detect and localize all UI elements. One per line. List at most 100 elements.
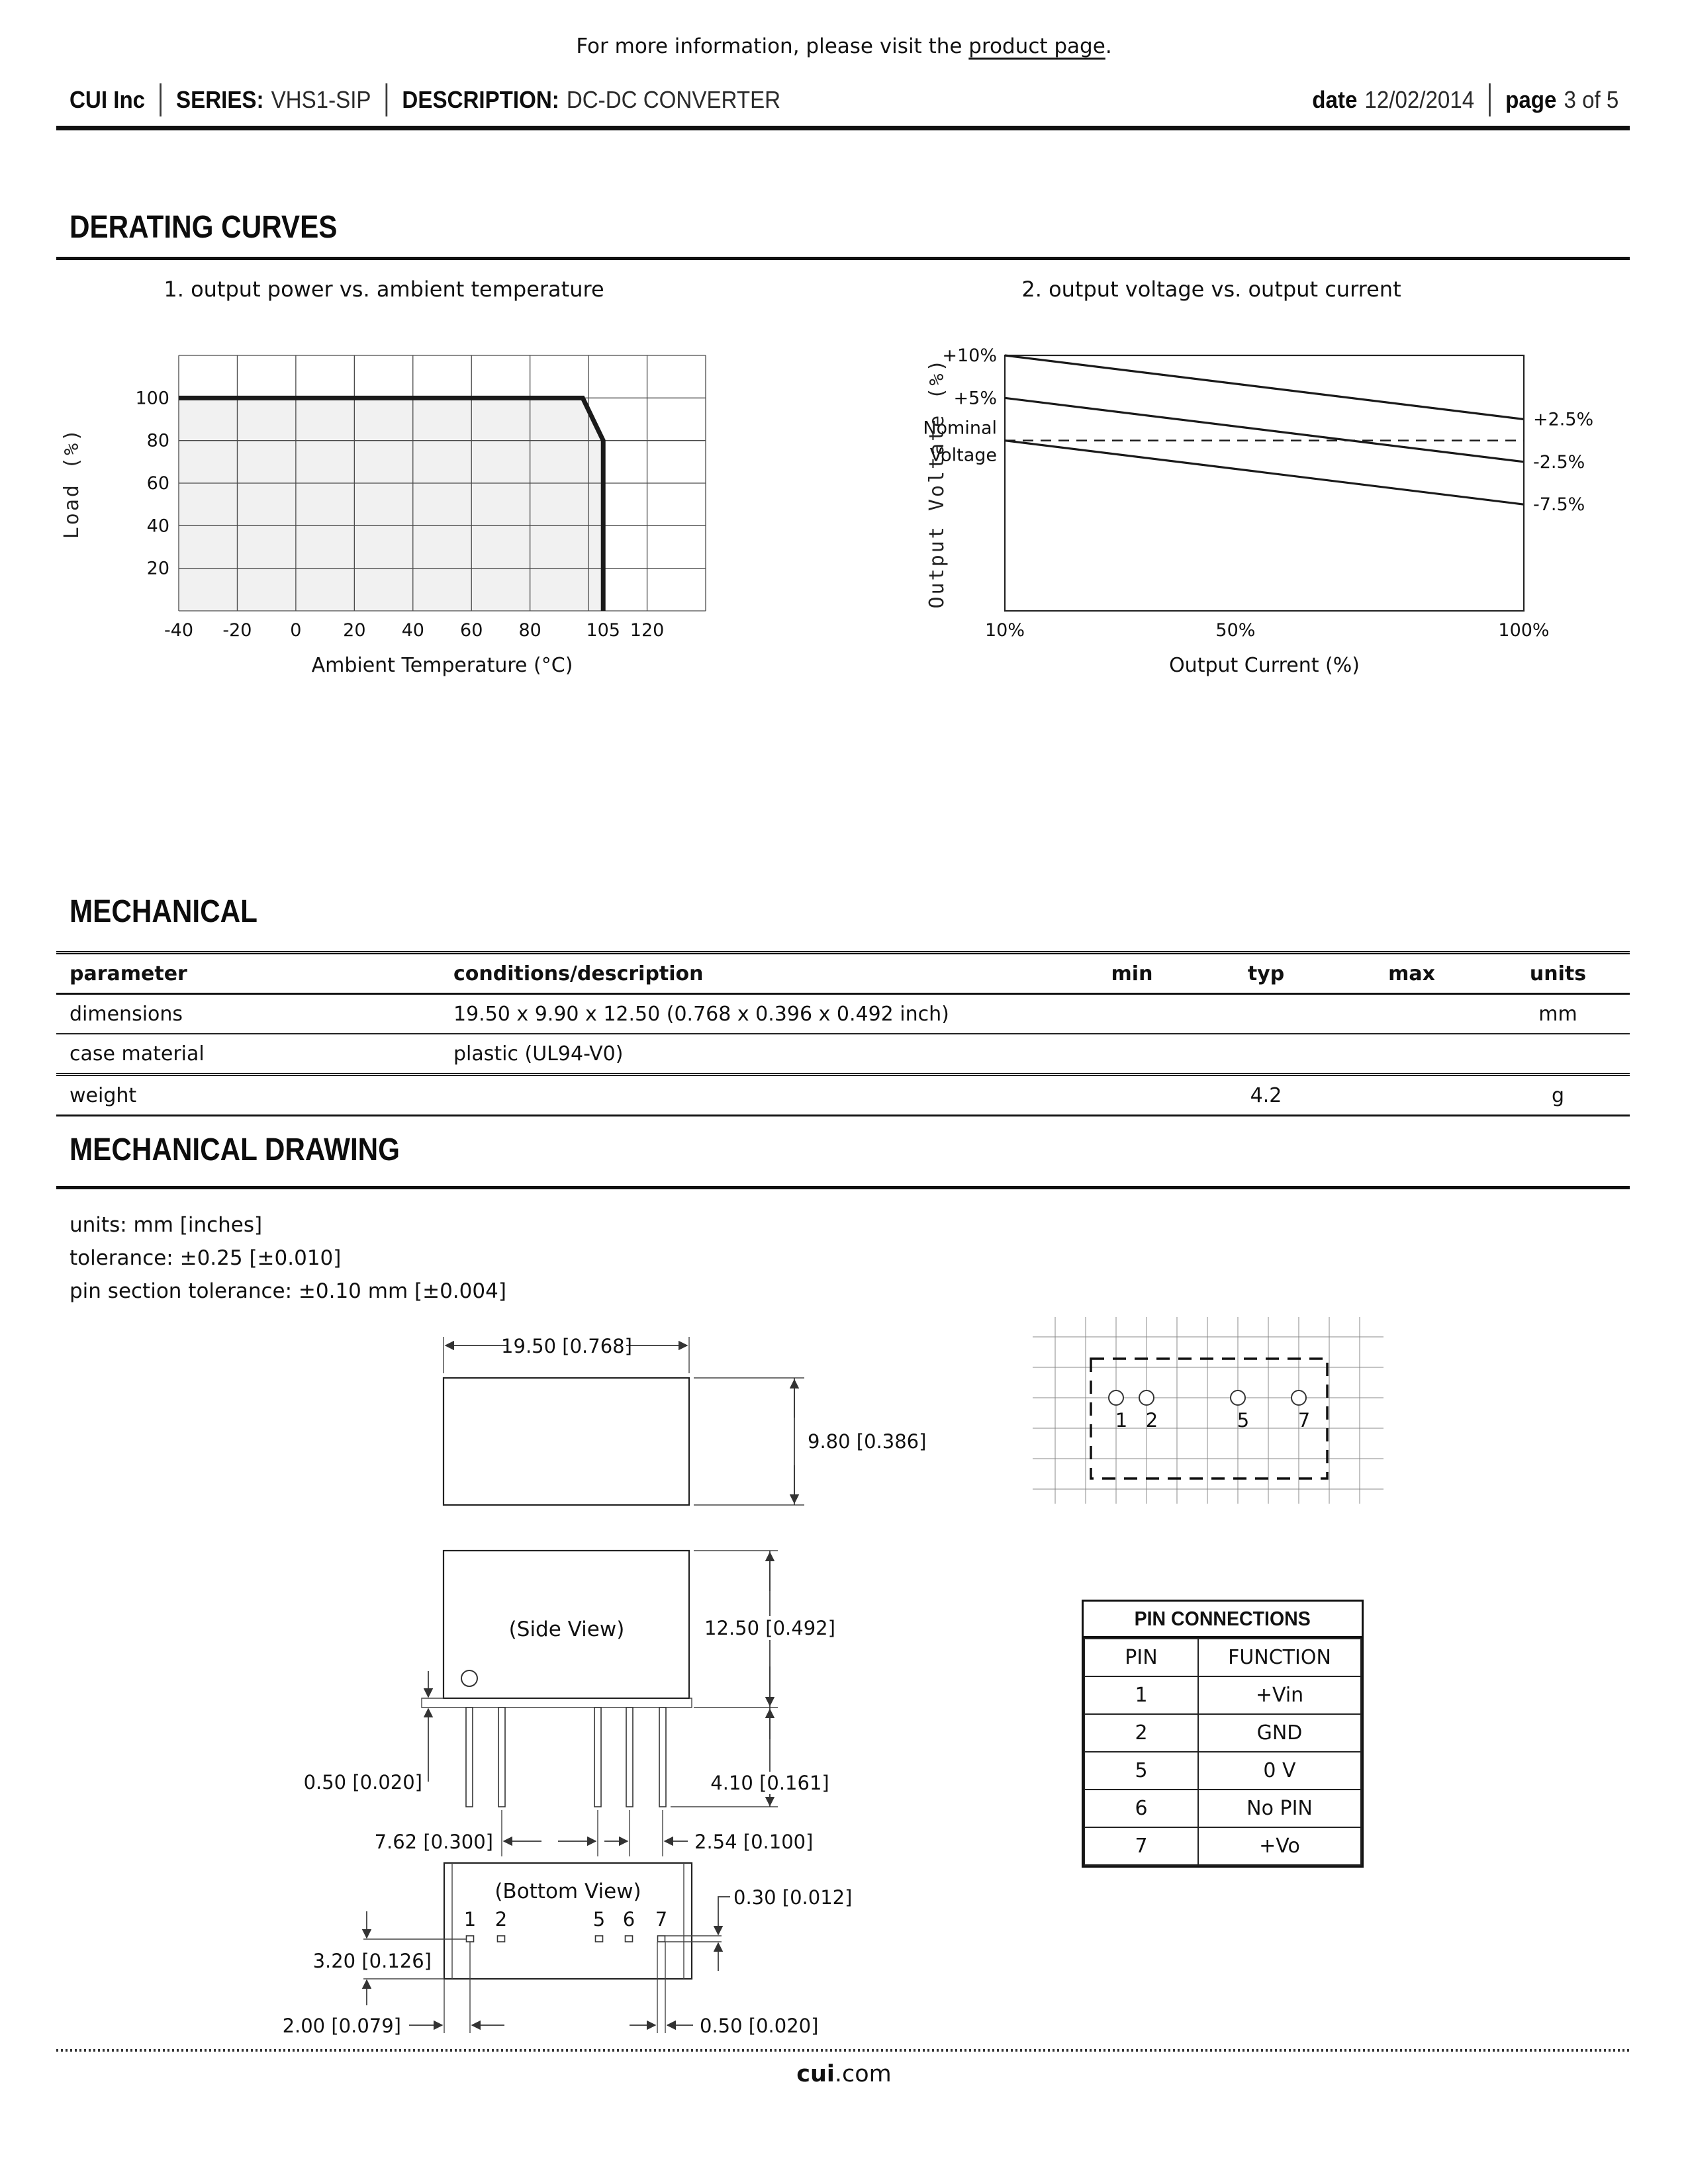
pin-row: 2 GND xyxy=(1084,1713,1362,1752)
svg-text:40: 40 xyxy=(147,516,169,536)
cell-min xyxy=(1069,1075,1195,1116)
pin-row: 7 +Vo xyxy=(1084,1827,1362,1866)
company-name: CUI Inc xyxy=(70,86,146,113)
function-col-header: FUNCTION xyxy=(1197,1638,1362,1677)
svg-text:60: 60 xyxy=(460,620,483,641)
header-left: CUI Inc SERIES: VHS1-SIP DESCRIPTION: DC… xyxy=(70,83,780,116)
header-rule xyxy=(56,126,1630,130)
derating-rule xyxy=(56,257,1630,260)
date-label: date xyxy=(1311,86,1358,113)
svg-text:105: 105 xyxy=(586,620,620,641)
date-value: 12/02/2014 xyxy=(1364,86,1474,113)
svg-text:60: 60 xyxy=(147,473,169,494)
svg-text:Output Voltate (%): Output Voltate (%) xyxy=(925,357,949,608)
pin-connections-title: PIN CONNECTIONS xyxy=(1084,1602,1362,1638)
hole-pin5-icon xyxy=(1230,1390,1246,1406)
hole-pin7-icon xyxy=(1291,1390,1307,1406)
bottom-pin-number: 2 xyxy=(495,1908,507,1931)
bottom-pin-number: 6 xyxy=(623,1908,635,1931)
svg-text:50%: 50% xyxy=(1215,620,1255,641)
pin1-indicator-icon xyxy=(461,1670,478,1687)
svg-text:Ambient Temperature (°C): Ambient Temperature (°C) xyxy=(312,654,573,677)
cell-conditions: plastic (UL94-V0) xyxy=(453,1042,624,1066)
info-suffix: . xyxy=(1105,34,1112,58)
col-min: min xyxy=(1111,962,1153,985)
cell-max xyxy=(1337,1034,1486,1075)
cell-parameter: dimensions xyxy=(70,1002,183,1026)
bottom-pad-offset-dim: 3.20 [0.126] xyxy=(313,1950,432,1972)
footprint-pin-number: 2 xyxy=(1146,1409,1158,1432)
side-view-standoff-dim: 0.50 [0.020] xyxy=(304,1771,422,1794)
side-view-height-dim: 12.50 [0.492] xyxy=(704,1617,835,1639)
pin-row: 1 +Vin xyxy=(1084,1676,1362,1715)
description-label: DESCRIPTION: xyxy=(402,86,559,113)
header-bar: CUI Inc SERIES: VHS1-SIP DESCRIPTION: DC… xyxy=(70,83,1618,116)
description-value: DC-DC CONVERTER xyxy=(566,86,781,113)
cell-typ xyxy=(1195,994,1337,1034)
cell-units: g xyxy=(1551,1083,1565,1107)
series-label: SERIES: xyxy=(176,86,264,113)
header-divider xyxy=(385,83,388,116)
svg-text:+5%: +5% xyxy=(954,388,997,408)
cell-units: mm xyxy=(1538,1002,1577,1026)
svg-text:-20: -20 xyxy=(222,620,252,641)
cell-units xyxy=(1486,1034,1630,1075)
cell-max xyxy=(1337,1075,1486,1116)
col-typ: typ xyxy=(1247,962,1285,985)
mechanical-table: parameter conditions/description min typ… xyxy=(56,951,1630,1116)
svg-text:80: 80 xyxy=(147,431,169,451)
hole-pin2-icon xyxy=(1139,1390,1154,1406)
svg-text:-40: -40 xyxy=(164,620,193,641)
svg-text:0: 0 xyxy=(290,620,301,641)
table-row: dimensions 19.50 x 9.90 x 12.50 (0.768 x… xyxy=(56,994,1630,1034)
bottom-pin-number: 7 xyxy=(655,1908,667,1931)
note-units: units: mm [inches] xyxy=(70,1213,263,1237)
product-page-link[interactable]: product page xyxy=(968,34,1105,58)
pin-col-header: PIN xyxy=(1084,1638,1199,1677)
svg-text:100%: 100% xyxy=(1498,620,1549,641)
info-text: For more information, please visit the xyxy=(576,34,969,58)
col-conditions: conditions/description xyxy=(453,962,704,985)
cell-min xyxy=(1069,994,1195,1034)
top-view-depth-dim: 9.80 [0.386] xyxy=(808,1430,926,1453)
header-divider xyxy=(160,83,162,116)
side-view-pin-pitch-dim: 2.54 [0.100] xyxy=(694,1831,813,1853)
pin-connections-table: PIN CONNECTIONS PIN FUNCTION 1 +Vin 2 GND … xyxy=(1082,1600,1364,1868)
table-row: weight 4.2 g xyxy=(56,1075,1630,1116)
side-view: (Side View) 12.50 [0.492] 4.10 [0.161] xyxy=(304,1549,835,1856)
header-right: date 12/02/2014 page 3 of 5 xyxy=(1312,83,1618,116)
bottom-pad-thickness-dim: 0.30 [0.012] xyxy=(733,1886,852,1909)
note-pin-tolerance: pin section tolerance: ±0.10 mm [±0.004] xyxy=(70,1279,506,1303)
bottom-view: (Bottom View) 1 2 5 6 7 3.20 [0.126] 0.3… xyxy=(283,1862,852,2037)
side-view-pin-length-dim: 4.10 [0.161] xyxy=(710,1772,829,1794)
svg-text:+2.5%: +2.5% xyxy=(1533,410,1593,430)
col-units: units xyxy=(1529,962,1587,985)
mechanical-heading: MECHANICAL xyxy=(70,894,258,929)
footprint-view: 1 2 5 7 xyxy=(1033,1317,1383,1504)
mechanical-drawing: 19.50 [0.768] 9.80 [0.386] (Side View) xyxy=(283,1317,1383,2037)
cell-conditions: 19.50 x 9.90 x 12.50 (0.768 x 0.396 x 0.… xyxy=(453,1002,949,1026)
derating-chart-load-vs-temperature: -40 -20 0 20 40 60 80 105 120 20 40 60 80 100 Ambient … xyxy=(60,355,706,677)
bottom-edge-to-pin-dim: 2.00 [0.079] xyxy=(283,2015,401,2037)
svg-text:Voltage: Voltage xyxy=(930,445,997,466)
footprint-outline xyxy=(1090,1357,1329,1480)
header-divider xyxy=(1488,83,1491,116)
bottom-pin-number: 5 xyxy=(593,1908,605,1931)
pin-row: 6 No PIN xyxy=(1084,1789,1362,1828)
svg-text:100: 100 xyxy=(135,388,169,408)
footer-site-link[interactable]: cui.com xyxy=(796,2061,892,2087)
footprint-pin-number: 7 xyxy=(1298,1409,1310,1432)
top-view: 19.50 [0.768] 9.80 [0.386] xyxy=(442,1335,926,1506)
cell-typ: 4.2 xyxy=(1250,1083,1282,1107)
series-value: VHS1-SIP xyxy=(271,86,371,113)
chart1-title: 1. output power vs. ambient temperature xyxy=(164,277,604,302)
side-view-label: (Side View) xyxy=(509,1617,625,1641)
svg-text:80: 80 xyxy=(518,620,541,641)
footer-dotted-rule xyxy=(56,2049,1630,2052)
svg-text:Nominal: Nominal xyxy=(923,418,997,438)
derating-chart-voltage-vs-current: 10% 50% 100% +10% +5% Nominal Voltage +2.5% -2.5… xyxy=(923,345,1593,677)
mechanical-drawing-rule xyxy=(56,1186,1630,1189)
footprint-pin-number: 5 xyxy=(1237,1409,1249,1432)
bottom-pin-number: 1 xyxy=(464,1908,476,1931)
